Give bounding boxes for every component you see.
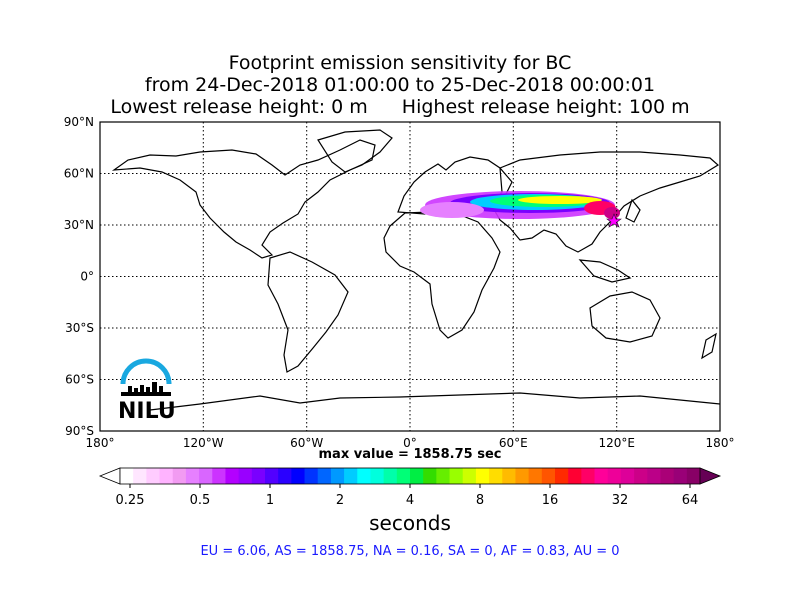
colorbar-cell: [265, 468, 279, 484]
map-panel: [100, 122, 720, 431]
title-line-1: Footprint emission sensitivity for BC: [228, 52, 572, 74]
colorbar-tick-label: 16: [542, 493, 559, 508]
colorbar-cell: [607, 468, 622, 484]
title-line-3: Lowest release height: 0 m Highest releas…: [0, 96, 800, 118]
colorbar-ticks: 0.25 0.5 1 2 4 8 16 32 64: [116, 484, 699, 508]
colorbar-cell: [489, 468, 503, 484]
lon-label-60w: 60°W: [290, 436, 323, 450]
colorbar-cell: [357, 468, 371, 484]
colorbar-cell: [370, 468, 385, 484]
colorbar-cell: [502, 468, 516, 484]
lat-label-60s: 60°S: [65, 373, 94, 387]
colorbar-cell: [225, 468, 240, 484]
colorbar-tick-label: 8: [476, 493, 484, 508]
colorbar-cell: [515, 468, 530, 484]
max-value-label: max value = 1858.75 sec: [318, 447, 502, 462]
colorbar-cell: [120, 468, 134, 484]
colorbar-cell: [185, 468, 200, 484]
colorbar-tick-label: 2: [336, 493, 344, 508]
logo-bar-2: [134, 388, 138, 392]
colorbar-cell: [199, 468, 213, 484]
logo-bar-3: [140, 385, 144, 392]
colorbar-cell: [212, 468, 226, 484]
colorbar-cell: [673, 468, 688, 484]
nilu-logo-text: NILU: [118, 399, 176, 424]
colorbar-cell: [594, 468, 609, 484]
release-location-star: [606, 213, 622, 228]
colorbar-cell: [317, 468, 332, 484]
colorbar-units: seconds: [369, 511, 451, 535]
lat-label-30s: 30°S: [65, 321, 94, 335]
colorbar-cell: [581, 468, 596, 484]
colorbar-cell: [344, 468, 358, 484]
lon-label-180w: 180°: [86, 436, 115, 450]
colorbar-tick-label: 0.5: [190, 493, 211, 508]
nilu-logo: [120, 358, 172, 396]
colorbar-cell: [541, 468, 556, 484]
coastlines: [111, 129, 720, 411]
colorbar-cell: [555, 468, 569, 484]
map-frame: [99, 121, 721, 432]
colorbar-right-arrow: [699, 467, 722, 485]
logo-bar-1: [128, 386, 132, 392]
colorbar-cell: [133, 468, 147, 484]
lon-label-0: 0°: [403, 436, 417, 450]
colorbar-cell: [172, 468, 187, 484]
lat-label-90n: 90°N: [64, 115, 94, 129]
colorbar-cell: [634, 468, 648, 484]
colorbar-cell: [304, 468, 319, 484]
colorbar-cell: [423, 468, 437, 484]
lowest-release-height: Lowest release height: 0 m: [110, 96, 368, 118]
colorbar-cell: [238, 468, 253, 484]
title-line-2: from 24-Dec-2018 01:00:00 to 25-Dec-2018…: [144, 74, 656, 96]
colorbar-left-arrow: [98, 467, 121, 485]
colorbar-cell: [462, 468, 477, 484]
colorbar-cell: [396, 468, 411, 484]
latitude-labels: 90°N 60°N 30°N 0° 30°S 60°S 90°S: [64, 115, 94, 438]
colorbar-cell: [660, 468, 675, 484]
logo-base: [121, 392, 171, 396]
lon-label-120e: 120°E: [598, 436, 635, 450]
lat-label-0: 0°: [80, 270, 94, 284]
sensitivity-plume: [420, 191, 622, 228]
colorbar-cell: [159, 468, 174, 484]
colorbar-tick-label: 0.25: [116, 493, 145, 508]
colorbar-cell: [620, 468, 635, 484]
logo-bar-6: [159, 386, 163, 392]
colorbar-cell: [330, 468, 345, 484]
colorbar-cell: [410, 468, 424, 484]
logo-bar-4: [146, 387, 150, 392]
graticule: [100, 122, 720, 431]
colorbar-cell: [528, 468, 543, 484]
colorbar-tick-label: 64: [682, 493, 699, 508]
lon-label-180e: 180°: [706, 436, 735, 450]
colorbar-cell: [436, 468, 451, 484]
colorbar-tick-label: 4: [406, 493, 414, 508]
colorbar-cell: [383, 468, 398, 484]
colorbar-cells: [120, 468, 701, 484]
colorbar-cell: [686, 468, 701, 484]
colorbar-cell: [647, 468, 661, 484]
colorbar-tick-label: 32: [612, 493, 629, 508]
colorbar-cell: [251, 468, 266, 484]
lat-label-30n: 30°N: [64, 218, 94, 232]
colorbar: 0.25 0.5 1 2 4 8 16 32 64: [98, 467, 722, 508]
longitude-labels: 180° 120°W 60°W 0° 60°E 120°E 180°: [86, 436, 735, 450]
colorbar-cell: [475, 468, 490, 484]
colorbar-tick-label: 1: [266, 493, 274, 508]
logo-bar-5: [152, 382, 157, 392]
colorbar-cell: [449, 468, 464, 484]
colorbar-cell: [291, 468, 306, 484]
colorbar-cell: [146, 468, 161, 484]
lat-label-90s: 90°S: [65, 424, 94, 438]
lon-label-120w: 120°W: [183, 436, 224, 450]
colorbar-cell: [278, 468, 292, 484]
lat-label-60n: 60°N: [64, 167, 94, 181]
lon-label-60e: 60°E: [499, 436, 528, 450]
logo-arc: [120, 358, 172, 385]
colorbar-cell: [568, 468, 582, 484]
highest-release-height: Highest release height: 100 m: [401, 96, 690, 118]
region-totals: EU = 6.06, AS = 1858.75, NA = 0.16, SA =…: [200, 544, 620, 559]
